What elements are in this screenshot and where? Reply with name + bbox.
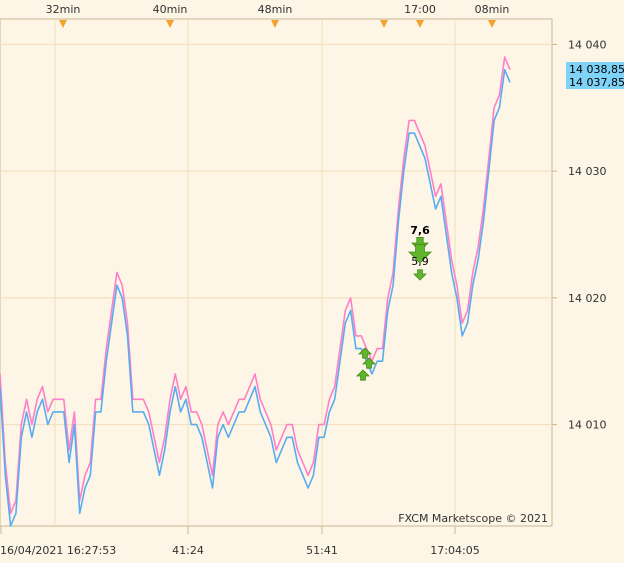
series-layer bbox=[0, 56, 511, 527]
top-time-marker-extra bbox=[380, 20, 388, 28]
bottom-time-label-2: 51:41 bbox=[306, 544, 338, 557]
trade-markers: 7,6 5,9 bbox=[356, 224, 432, 381]
trade-label-0: 7,6 bbox=[410, 224, 430, 237]
top-time-marker-2 bbox=[271, 20, 279, 28]
y-tick-label-1: 14 020 bbox=[568, 292, 607, 305]
top-time-marker-1 bbox=[166, 20, 174, 28]
bottom-time-label-1: 41:24 bbox=[172, 544, 204, 557]
y-tick-label-3: 14 040 bbox=[568, 38, 607, 51]
bottom-time-label-0: 16/04/2021 16:27:53 bbox=[0, 544, 116, 557]
top-time-label-1: 40min bbox=[153, 3, 188, 16]
top-time-label-2: 48min bbox=[258, 3, 293, 16]
top-time-markers: 32min 40min 48min 17:00 08min bbox=[46, 3, 510, 28]
y-tick-label-2: 14 030 bbox=[568, 165, 607, 178]
top-time-marker-4 bbox=[488, 20, 496, 28]
top-time-marker-0 bbox=[59, 20, 67, 28]
price-tag-label-1: 14 037,85 bbox=[569, 76, 624, 89]
y-axis-ticks: 14 010 14 020 14 030 14 040 bbox=[552, 38, 607, 432]
trade-label-1: 5,9 bbox=[411, 255, 429, 268]
buy-arrow-0 bbox=[358, 347, 372, 359]
buy-arrow-2 bbox=[356, 369, 370, 381]
top-time-label-0: 32min bbox=[46, 3, 81, 16]
top-time-label-3: 17:00 bbox=[404, 3, 436, 16]
series-line-0 bbox=[0, 56, 511, 515]
watermark: FXCM Marketscope © 2021 bbox=[398, 512, 548, 525]
price-tag-bg-1 bbox=[566, 75, 624, 89]
bottom-time-labels: 16/04/2021 16:27:53 41:24 51:41 17:04:05 bbox=[0, 526, 480, 557]
buy-arrow-1 bbox=[362, 357, 376, 369]
sell-arrow-2 bbox=[413, 269, 427, 281]
gridlines bbox=[0, 19, 552, 526]
y-tick-label-0: 14 010 bbox=[568, 419, 607, 432]
price-tag-bg-0 bbox=[566, 62, 624, 76]
bottom-time-label-3: 17:04:05 bbox=[430, 544, 479, 557]
top-time-label-4: 08min bbox=[475, 3, 510, 16]
top-time-marker-3 bbox=[416, 20, 424, 28]
series-line-1 bbox=[0, 68, 511, 527]
sell-arrow-1 bbox=[408, 243, 432, 264]
price-tag-label-0: 14 038,85 bbox=[569, 63, 624, 76]
